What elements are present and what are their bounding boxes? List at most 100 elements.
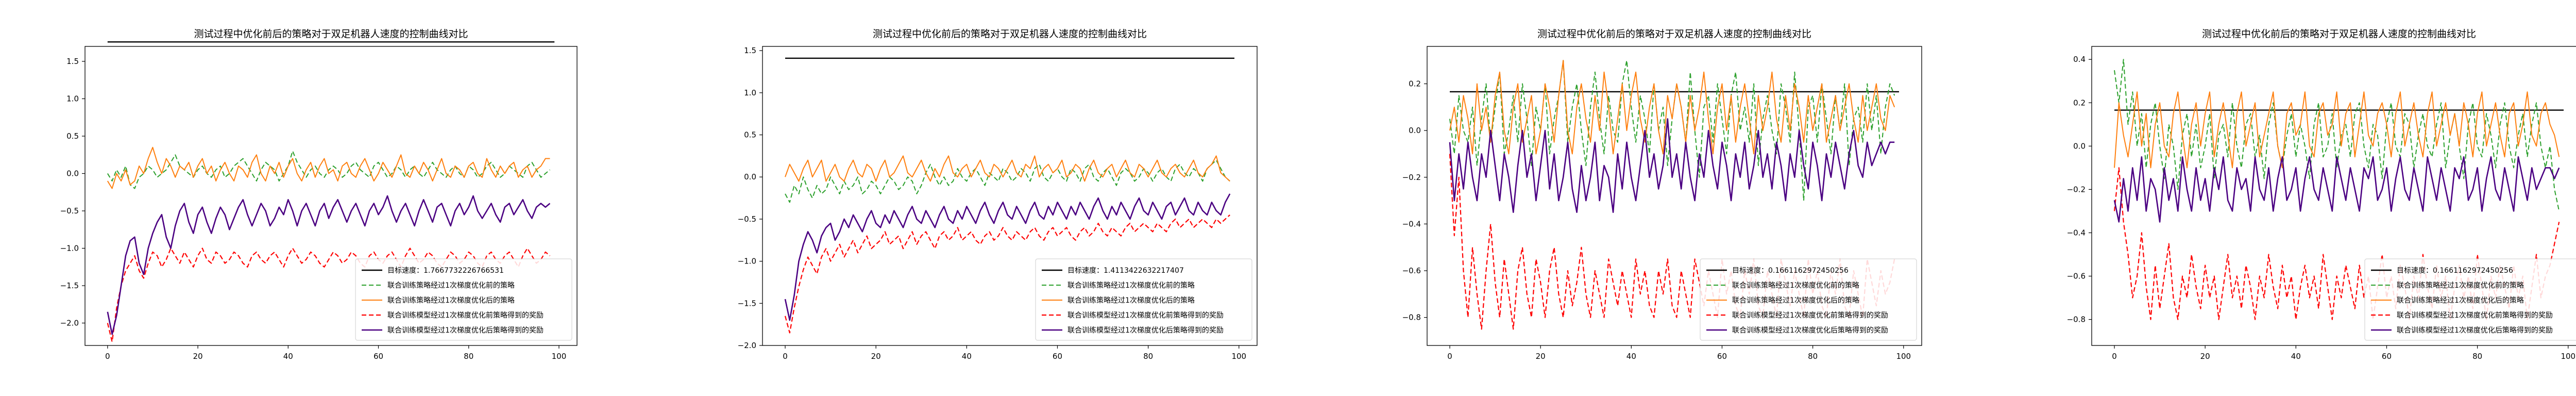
axes-frame xyxy=(2091,46,2576,346)
chart-4: 测试过程中优化前后的策略对于双足机器人速度的控制曲线对比 0 20 40 60 80 100… xyxy=(2067,28,2576,361)
y-tick-label: −0.4 xyxy=(1402,219,1421,228)
legend-box xyxy=(355,258,572,341)
legend-label: 联合训练策略经过1次梯度优化后的策略 xyxy=(2397,296,2524,305)
series-line-3 xyxy=(1449,60,1895,155)
axes-frame xyxy=(1427,46,1922,346)
x-tick-label: 100 xyxy=(552,352,567,361)
legend-label: 联合训练策略经过1次梯度优化前的策略 xyxy=(387,281,515,290)
legend-label: 联合训练策略经过1次梯度优化后的策略 xyxy=(387,296,515,305)
legend-label: 目标速度：0.1661162972450256 xyxy=(1732,267,1849,275)
y-tick-label: −0.5 xyxy=(738,214,756,224)
x-tick-label: 0 xyxy=(1447,352,1452,361)
y-tick-label: −1.5 xyxy=(60,281,79,290)
x-tick-label: 40 xyxy=(2291,352,2301,361)
x-tick-label: 20 xyxy=(2200,352,2210,361)
legend-box xyxy=(1035,258,1252,341)
y-tick-label: −0.4 xyxy=(2067,228,2086,237)
y-tick-label: −0.2 xyxy=(1402,173,1421,182)
x-tick-label: 20 xyxy=(193,352,202,361)
chart-title: 测试过程中优化前后的策略对于双足机器人速度的控制曲线对比 xyxy=(873,28,1147,40)
legend-label: 联合训练模型经过1次梯度优化前策略得到的奖励 xyxy=(387,311,544,320)
legend-label: 联合训练模型经过1次梯度优化前策略得到的奖励 xyxy=(2397,311,2553,320)
y-tick-label: 1.5 xyxy=(66,57,79,66)
series-line-4 xyxy=(107,248,551,342)
axes-frame xyxy=(762,46,1258,346)
legend-label: 联合训练策略经过1次梯度优化后的策略 xyxy=(1067,296,1195,305)
legend-label: 联合训练模型经过1次梯度优化后策略得到的奖励 xyxy=(387,326,544,335)
x-tick-label: 0 xyxy=(105,352,110,361)
y-tick-label: −0.2 xyxy=(2067,185,2086,194)
legend: 目标速度：1.7667732226766531 联合训练策略经过1次梯度优化前的策… xyxy=(355,258,572,341)
x-tick-label: 0 xyxy=(2112,352,2117,361)
y-tick-label: −0.8 xyxy=(2067,315,2086,324)
x-tick-label: 80 xyxy=(464,352,473,361)
legend-label: 联合训练模型经过1次梯度优化前策略得到的奖励 xyxy=(1067,311,1224,320)
y-tick-label: −2.0 xyxy=(738,341,756,350)
y-tick-label: 0.0 xyxy=(66,169,79,178)
y-tick-label: 0.5 xyxy=(66,131,79,141)
x-tick-label: 40 xyxy=(283,352,293,361)
y-tick-label: 1.0 xyxy=(744,88,756,97)
legend: 目标速度：1.4113422632217407 联合训练策略经过1次梯度优化前的策… xyxy=(1035,258,1252,341)
series-line-5 xyxy=(1449,118,1895,213)
chart-1: 测试过程中优化前后的策略对于双足机器人速度的控制曲线对比 0 20 40 60 80 100… xyxy=(60,28,578,361)
legend-label: 目标速度：1.4113422632217407 xyxy=(1067,267,1184,275)
x-tick-label: 40 xyxy=(1626,352,1636,361)
y-tick-label: −0.6 xyxy=(1402,266,1421,275)
series-line-2 xyxy=(1449,60,1895,202)
x-tick-label: 100 xyxy=(2561,352,2575,361)
series-line-4 xyxy=(784,214,1230,334)
x-tick-label: 60 xyxy=(374,352,383,361)
legend-label: 联合训练策略经过1次梯度优化前的策略 xyxy=(2397,281,2524,290)
legend-label: 联合训练策略经过1次梯度优化前的策略 xyxy=(1732,281,1859,290)
x-tick-label: 40 xyxy=(962,352,972,361)
legend-label: 目标速度：1.7667732226766531 xyxy=(387,267,504,275)
y-tick-label: 0.5 xyxy=(744,130,756,140)
chart-title: 测试过程中优化前后的策略对于双足机器人速度的控制曲线对比 xyxy=(194,28,468,40)
y-tick-label: 1.0 xyxy=(66,94,79,104)
legend-box xyxy=(2364,258,2576,341)
y-tick-label: 0.2 xyxy=(1409,79,1421,89)
x-tick-label: 60 xyxy=(1053,352,1062,361)
series-line-5 xyxy=(784,193,1231,321)
legend-label: 联合训练模型经过1次梯度优化后策略得到的奖励 xyxy=(1732,326,1888,335)
x-tick-label: 80 xyxy=(2472,352,2482,361)
legend-label: 联合训练策略经过1次梯度优化后的策略 xyxy=(1732,296,1859,305)
chart-title: 测试过程中优化前后的策略对于双足机器人速度的控制曲线对比 xyxy=(2202,28,2476,40)
y-tick-label: −1.0 xyxy=(738,257,756,266)
x-tick-label: 100 xyxy=(1231,352,1246,361)
series-line-2 xyxy=(785,159,1230,203)
subplots-group: 测试过程中优化前后的策略对于双足机器人速度的控制曲线对比 0 20 40 60 80 100… xyxy=(60,28,2576,361)
y-tick-label: −0.6 xyxy=(2067,272,2086,281)
y-tick-label: 1.5 xyxy=(744,46,756,55)
series-line-5 xyxy=(2113,156,2560,223)
chart-title: 测试过程中优化前后的策略对于双足机器人速度的控制曲线对比 xyxy=(1537,28,1811,40)
chart-2: 测试过程中优化前后的策略对于双足机器人速度的控制曲线对比 0 20 40 60 80 100… xyxy=(738,28,1258,361)
axes-frame xyxy=(84,46,578,346)
y-tick-label: 0.2 xyxy=(2073,98,2086,107)
x-tick-label: 20 xyxy=(1536,352,1546,361)
y-tick-label: −0.5 xyxy=(60,206,79,216)
x-tick-label: 0 xyxy=(783,352,788,361)
series-line-3 xyxy=(2114,91,2560,169)
series-line-3 xyxy=(107,146,550,189)
y-tick-label: −0.8 xyxy=(1402,313,1421,322)
legend-label: 联合训练模型经过1次梯度优化前策略得到的奖励 xyxy=(1732,311,1888,320)
x-tick-label: 20 xyxy=(871,352,881,361)
series-line-2 xyxy=(107,151,551,189)
legend-label: 联合训练模型经过1次梯度优化后策略得到的奖励 xyxy=(2397,326,2553,335)
legend-box xyxy=(1700,258,1917,341)
x-tick-label: 80 xyxy=(1143,352,1153,361)
x-tick-label: 100 xyxy=(1896,352,1911,361)
legend-label: 联合训练模型经过1次梯度优化后策略得到的奖励 xyxy=(1067,326,1224,335)
series-line-3 xyxy=(785,155,1230,182)
y-tick-label: −2.0 xyxy=(60,319,79,328)
y-tick-label: −1.5 xyxy=(738,299,756,308)
y-tick-label: 0.0 xyxy=(1409,126,1421,135)
y-tick-label: 0.0 xyxy=(744,172,756,182)
legend-label: 目标速度：0.1661162972450256 xyxy=(2397,267,2513,275)
x-tick-label: 80 xyxy=(1808,352,1818,361)
x-tick-label: 60 xyxy=(1717,352,1727,361)
series-line-5 xyxy=(107,195,551,335)
